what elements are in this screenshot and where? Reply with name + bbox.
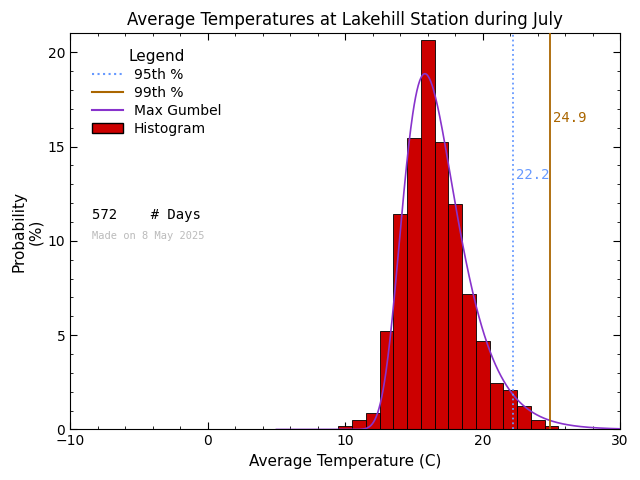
Text: 24.9: 24.9 xyxy=(553,111,586,125)
Bar xyxy=(476,341,490,430)
Bar xyxy=(366,413,380,430)
Bar xyxy=(420,40,435,430)
Bar xyxy=(517,407,531,430)
Bar xyxy=(531,420,545,430)
Bar xyxy=(339,426,352,430)
Text: Made on 8 May 2025: Made on 8 May 2025 xyxy=(92,231,205,241)
Y-axis label: Probability
(%): Probability (%) xyxy=(11,191,44,272)
Bar xyxy=(490,384,503,430)
Bar xyxy=(393,214,407,430)
Bar xyxy=(503,390,517,430)
Bar xyxy=(462,294,476,430)
Bar xyxy=(435,142,448,430)
Title: Average Temperatures at Lakehill Station during July: Average Temperatures at Lakehill Station… xyxy=(127,11,563,29)
Bar xyxy=(380,331,393,430)
Bar xyxy=(448,204,462,430)
Bar xyxy=(352,420,366,430)
Legend: 95th %, 99th %, Max Gumbel, Histogram: 95th %, 99th %, Max Gumbel, Histogram xyxy=(88,44,226,140)
X-axis label: Average Temperature (C): Average Temperature (C) xyxy=(249,454,442,469)
Bar xyxy=(407,138,420,430)
Text: 22.2: 22.2 xyxy=(516,168,549,182)
Bar xyxy=(545,426,558,430)
Text: 572    # Days: 572 # Days xyxy=(92,208,201,222)
